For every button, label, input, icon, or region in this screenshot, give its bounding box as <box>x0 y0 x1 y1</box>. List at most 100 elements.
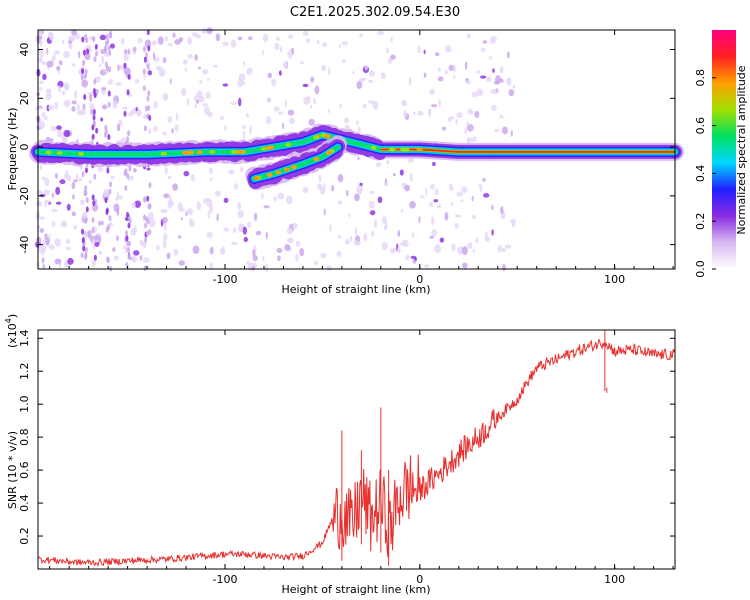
spectrogram-speckle <box>199 80 203 84</box>
spectrogram-speckle <box>143 257 150 263</box>
spectrogram-streak <box>144 222 148 229</box>
spectrogram-speckle <box>118 195 123 200</box>
snr-ytick-label: 0.2 <box>18 527 31 545</box>
colorbar-tick-label: 0.6 <box>694 117 707 135</box>
spectrogram-speckle <box>166 252 171 260</box>
spectrogram-speckle <box>321 42 328 48</box>
spectrogram-speckle <box>408 158 414 163</box>
spectrogram-hotspot <box>283 167 290 172</box>
spectrogram-speckle <box>202 68 209 75</box>
spectrogram-speckle <box>461 246 468 256</box>
spectrogram-speckle <box>428 108 432 117</box>
spectrogram-streak <box>85 206 89 213</box>
spectrogram-speckle <box>437 67 441 72</box>
spectrogram-speckle <box>357 156 360 161</box>
spectrogram-hotspot <box>209 149 216 154</box>
spectrogram-speckle <box>434 52 440 57</box>
spectrogram-speckle <box>485 76 492 83</box>
spectrogram-streak <box>90 109 94 116</box>
spectrogram-streak <box>148 182 152 189</box>
spectrogram-speckle <box>43 189 51 196</box>
spectrogram-speckle <box>414 256 417 261</box>
spectrogram-speckle <box>306 37 311 44</box>
snr-scale-close: ) <box>6 314 19 318</box>
spectrogram-speckle <box>457 246 464 255</box>
spectrogram-speckle <box>134 78 140 84</box>
spectrogram-speckle <box>46 47 49 55</box>
spectrogram-speckle <box>54 173 58 179</box>
spectrogram-speckle <box>157 36 164 45</box>
spectrogram-speckle <box>38 57 43 63</box>
spectrogram-speckle <box>101 104 108 110</box>
spectrogram-speckle <box>309 104 312 109</box>
spectrogram-speckle <box>39 163 43 171</box>
spectrogram-streak <box>91 124 95 131</box>
spectrogram-streak <box>83 189 87 196</box>
spectrogram-speckle <box>172 32 176 38</box>
spectrogram-hotspot <box>285 142 292 147</box>
spectrogram-speckle <box>417 110 424 116</box>
spectrogram-streak <box>91 217 95 224</box>
spectrogram-speckle <box>246 261 250 265</box>
spectrogram-speckle <box>377 30 385 36</box>
spectrogram-speckle <box>56 125 62 130</box>
spectrogram-streak <box>123 110 127 117</box>
spectrogram-speckle <box>147 211 154 220</box>
spectrogram-streak <box>93 254 97 261</box>
spectrogram-speckle <box>450 201 453 207</box>
spectrogram-hotspot <box>196 150 203 155</box>
spectrogram-speckle <box>434 244 442 254</box>
spectrogram-speckle <box>397 230 401 238</box>
spectrogram-speckle <box>182 59 188 65</box>
spectrogram-speckle <box>78 50 81 59</box>
spectrogram-speckle <box>491 204 494 211</box>
spectrogram-speckle <box>267 72 273 79</box>
spectrogram-speckle <box>98 63 102 68</box>
spectrogram-speckle <box>39 216 45 220</box>
spectrogram-hotspot <box>266 172 273 177</box>
spectrogram-speckle <box>162 240 167 249</box>
snr-ytick-label: 0.4 <box>18 494 31 512</box>
spectrogram-speckle <box>510 130 513 137</box>
spectrogram-streak <box>82 103 86 110</box>
spectrogram-speckle <box>359 33 363 38</box>
spectrogram-streak <box>86 48 90 55</box>
spectrogram-speckle <box>232 227 237 234</box>
spectrogram-speckle <box>442 126 447 131</box>
spectrogram-speckle <box>403 110 407 118</box>
spectrogram-speckle <box>341 40 348 46</box>
spectrogram-streak <box>146 195 150 202</box>
spectrogram-streak <box>147 203 151 210</box>
spectrogram-speckle <box>353 240 361 246</box>
spectrogram-speckle <box>476 88 484 97</box>
spectrogram-speckle <box>262 33 269 43</box>
spectrogram-speckle <box>277 255 281 262</box>
spectrogram-speckle <box>222 83 229 87</box>
spectrogram-ylabel: Frequency (Hz) <box>6 108 19 191</box>
spectrogram-speckle <box>444 45 452 53</box>
snr-ytick-label: 1.2 <box>18 362 31 380</box>
spectrogram-speckle <box>205 91 211 99</box>
spectrogram-speckle <box>386 47 389 54</box>
spectrogram-speckle <box>71 105 76 112</box>
spectrogram-speckle <box>39 49 44 59</box>
spectrogram-speckle <box>344 124 351 129</box>
spectrogram-speckle <box>122 106 128 110</box>
spectrogram-speckle <box>504 244 511 249</box>
spectrogram-speckle <box>112 99 118 109</box>
spectrogram-speckle <box>399 169 404 176</box>
spectrogram-speckle <box>420 195 425 199</box>
spectrogram-streak <box>80 74 84 81</box>
spectrogram-speckle <box>240 166 244 173</box>
spectrogram-speckle <box>41 111 46 118</box>
spectrogram-streak <box>143 125 147 132</box>
spectrogram-speckle <box>203 198 211 202</box>
colorbar-ticks: 0.0 0.2 0.4 0.6 0.8 <box>694 69 716 278</box>
spectrogram-speckle <box>512 84 516 89</box>
spectrogram-speckle <box>286 227 293 235</box>
spectrogram-speckle <box>183 170 190 177</box>
spectrogram-speckle <box>362 103 367 109</box>
spectrogram-streak <box>127 253 131 260</box>
spectrogram-speckle <box>190 173 196 182</box>
spectrogram-streak <box>80 252 84 259</box>
